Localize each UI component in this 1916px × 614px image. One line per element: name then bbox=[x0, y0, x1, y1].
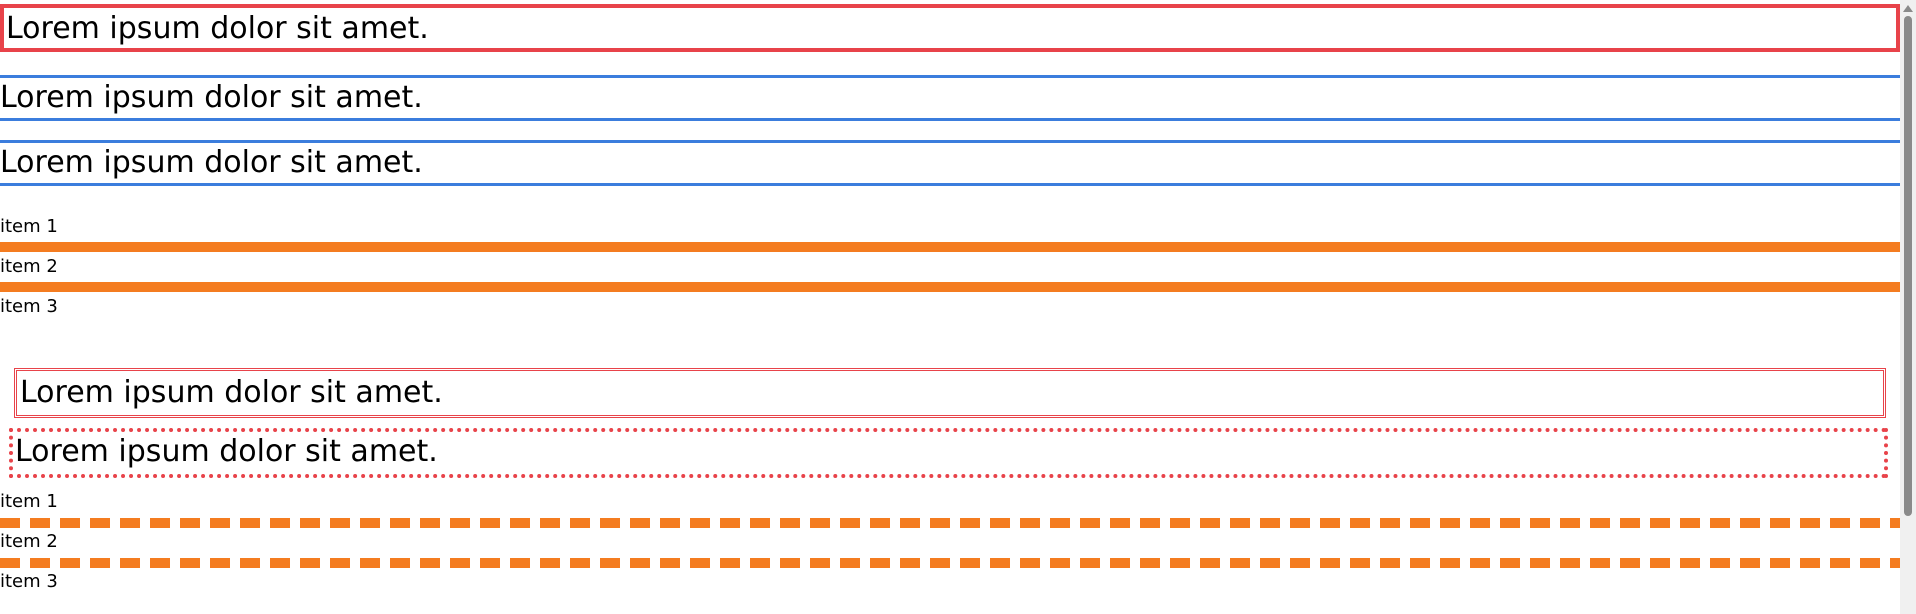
scrollbar-thumb[interactable] bbox=[1904, 16, 1912, 516]
blue-divider-middle-1 bbox=[0, 118, 1900, 121]
blue-divider-top bbox=[0, 75, 1900, 78]
solid-red-box: Lorem ipsum dolor sit amet. bbox=[0, 4, 1900, 52]
blue-bordered-paragraph-2: Lorem ipsum dolor sit amet. bbox=[0, 145, 423, 180]
list-item-dashed-2: item 2 bbox=[0, 531, 58, 552]
list-item-dashed-1: item 1 bbox=[0, 491, 58, 512]
scroll-up-arrow-icon[interactable] bbox=[1903, 5, 1913, 12]
blue-divider-middle-2 bbox=[0, 140, 1900, 143]
blue-divider-bottom bbox=[0, 183, 1900, 186]
orange-dashed-separator-2 bbox=[0, 558, 1900, 568]
blue-bordered-paragraph-1: Lorem ipsum dolor sit amet. bbox=[0, 80, 423, 115]
list-item-solid-2: item 2 bbox=[0, 256, 58, 277]
double-red-box: Lorem ipsum dolor sit amet. bbox=[14, 368, 1886, 418]
list-item-solid-1: item 1 bbox=[0, 216, 58, 237]
list-item-solid-3: item 3 bbox=[0, 296, 58, 317]
dotted-red-box: Lorem ipsum dolor sit amet. bbox=[9, 428, 1888, 478]
list-item-dashed-3: item 3 bbox=[0, 571, 58, 592]
orange-solid-separator-1 bbox=[0, 242, 1900, 252]
orange-dashed-separator-1 bbox=[0, 518, 1900, 528]
orange-solid-separator-2 bbox=[0, 282, 1900, 292]
vertical-scrollbar[interactable] bbox=[1900, 0, 1916, 614]
